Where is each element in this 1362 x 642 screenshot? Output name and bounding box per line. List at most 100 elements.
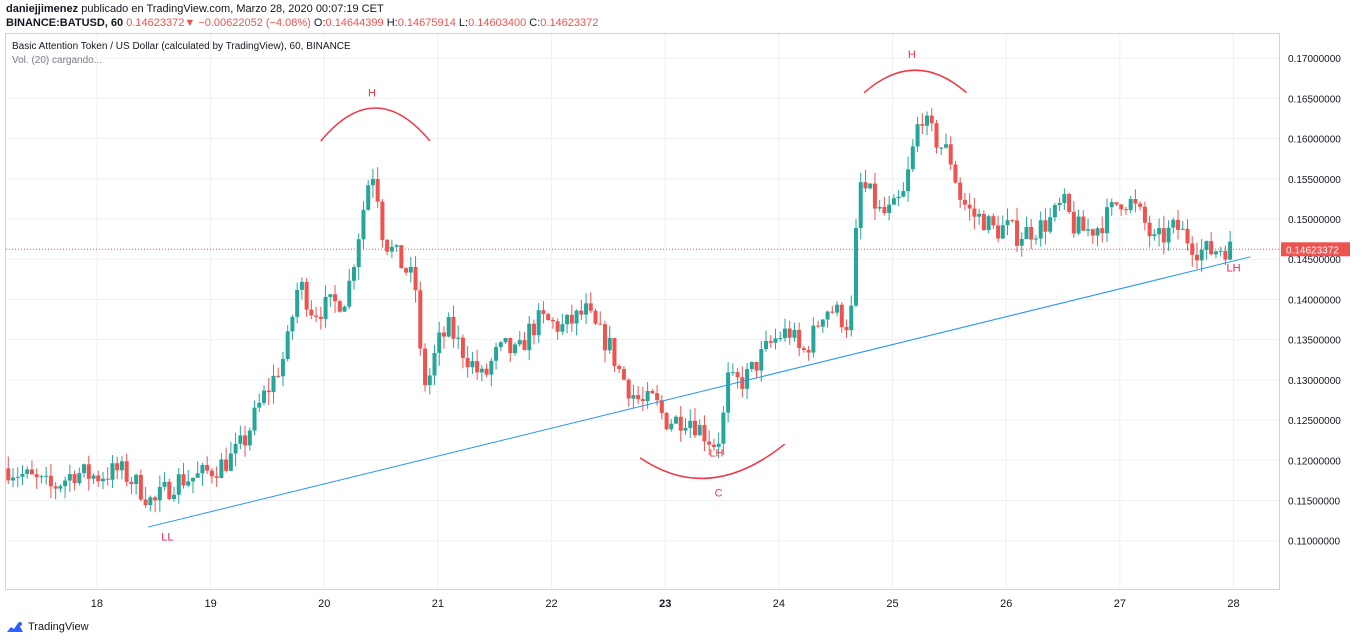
candle-body — [247, 430, 252, 446]
tradingview-logo-icon — [7, 622, 23, 632]
pattern-arc — [863, 69, 967, 94]
candle-body — [778, 337, 783, 339]
x-tick-label: 25 — [886, 598, 898, 610]
candle-body — [735, 372, 740, 378]
candle-body — [645, 391, 650, 402]
candle-body — [1152, 234, 1157, 237]
candle-body — [63, 480, 68, 487]
candle — [1119, 203, 1124, 216]
candle — [446, 312, 451, 338]
candle-body — [238, 435, 243, 444]
candle-body — [759, 349, 764, 371]
chart-legend-title: Basic Attention Token / US Dollar (calcu… — [12, 41, 351, 52]
candle — [588, 292, 593, 314]
candle — [939, 147, 944, 156]
candle-body — [1081, 216, 1086, 231]
annotation-label: LH — [1227, 262, 1241, 274]
candle-body — [877, 206, 882, 209]
candle — [517, 331, 522, 347]
candle-body — [863, 182, 868, 189]
candle — [513, 342, 518, 356]
candle-body — [1048, 217, 1053, 232]
candle — [730, 363, 735, 377]
candle-body — [205, 465, 210, 471]
candle — [636, 386, 641, 405]
candle-body — [195, 473, 200, 478]
candle — [228, 441, 233, 472]
candle — [1190, 236, 1195, 267]
candle-body — [423, 348, 428, 386]
candle-body — [1223, 250, 1228, 260]
candle-body — [1147, 222, 1152, 237]
candle — [1166, 220, 1171, 251]
candle — [1199, 238, 1204, 273]
candle-body — [773, 338, 778, 343]
candle-body — [882, 206, 887, 214]
candle-body — [920, 124, 925, 126]
candle — [721, 406, 726, 455]
candle — [214, 466, 219, 487]
candle — [797, 322, 802, 357]
close-label: C: — [529, 17, 541, 29]
candle — [934, 120, 939, 154]
candle — [432, 344, 437, 385]
candle — [697, 419, 702, 436]
candle-body — [569, 314, 574, 324]
chart-frame — [5, 33, 1280, 590]
candle-body — [299, 281, 304, 290]
candle — [11, 468, 16, 488]
candle — [1171, 217, 1176, 234]
candle-body — [792, 329, 797, 338]
candle — [1086, 218, 1091, 237]
author-name[interactable]: daniejjimenez — [6, 3, 79, 15]
candle — [100, 471, 105, 490]
candle-body — [470, 361, 475, 368]
candle-body — [977, 213, 982, 217]
candle — [711, 438, 716, 451]
candle-body — [394, 245, 399, 247]
candle-body — [110, 463, 115, 480]
candle-body — [986, 216, 991, 231]
candle-body — [674, 416, 679, 424]
candle — [115, 456, 120, 480]
candle-body — [1166, 227, 1171, 243]
candle — [475, 349, 480, 380]
candle-body — [304, 281, 309, 310]
candle — [6, 456, 11, 485]
candle — [1109, 198, 1114, 216]
candle — [598, 311, 603, 325]
candle-body — [333, 294, 338, 302]
candle-body — [1228, 241, 1233, 260]
candle — [389, 239, 394, 258]
open-value: 0.14644399 — [325, 17, 384, 29]
candle — [181, 462, 186, 489]
candle-body — [853, 227, 858, 306]
candle-body — [669, 423, 674, 430]
candle — [1033, 234, 1038, 245]
candle-body — [555, 321, 560, 332]
candle — [602, 320, 607, 363]
candle-body — [517, 340, 522, 345]
candle — [830, 305, 835, 314]
candle — [664, 412, 669, 431]
candle-body — [868, 183, 873, 189]
candle — [659, 395, 664, 420]
candle — [404, 267, 409, 276]
candle-body — [825, 311, 830, 320]
candle — [863, 169, 868, 193]
candle-body — [565, 314, 570, 325]
candle — [413, 255, 418, 303]
candle — [34, 468, 39, 489]
candle — [200, 462, 205, 486]
y-tick-label: 0.11000000 — [1288, 537, 1341, 548]
candle-body — [801, 348, 806, 351]
candle — [626, 378, 631, 407]
x-tick-label: 26 — [1000, 598, 1012, 610]
candle-body — [441, 332, 446, 337]
candle — [958, 177, 963, 209]
candle-body — [181, 474, 186, 486]
footer-brand[interactable]: TradingView — [6, 619, 89, 635]
candle-body — [1171, 219, 1176, 228]
candle-body — [1024, 226, 1029, 240]
